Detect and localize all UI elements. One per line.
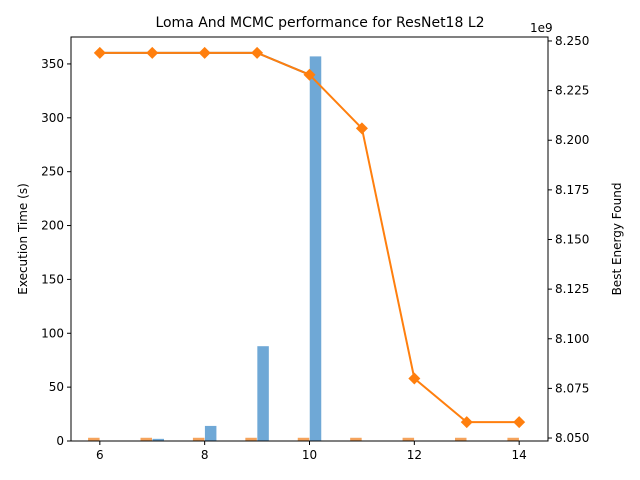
chart-title: Loma And MCMC performance for ResNet18 L… [155, 15, 484, 31]
y-left-tick-label: 300 [41, 111, 64, 125]
left-y-axis: 0 50 100 150 200 250 300 350 [41, 57, 71, 448]
bar-orange-6 [88, 437, 100, 441]
bar-orange-8 [192, 437, 205, 441]
bar-orange-10 [297, 437, 310, 441]
y-right-tick-label: 8.125 [555, 282, 589, 296]
bar-blue-10 [309, 56, 322, 441]
x-tick-label: 12 [407, 448, 422, 462]
y-right-tick-label: 8.100 [555, 332, 589, 346]
y-left-tick-label: 50 [49, 380, 64, 394]
bar-blue-7 [152, 438, 164, 441]
bar-orange-7 [140, 437, 152, 441]
y-right-tick-label: 8.175 [555, 183, 589, 197]
point-orange-10 [303, 68, 316, 81]
line-orange-path [99, 51, 520, 424]
point-orange-11 [355, 122, 368, 135]
y-left-tick-label: 150 [41, 272, 64, 286]
y-right-tick-label: 8.250 [555, 34, 589, 48]
bar-blue-8 [204, 425, 217, 441]
left-y-axis-label: Execution Time (s) [16, 183, 30, 295]
right-y-axis: 8.050 8.075 8.100 8.125 8.150 8.175 8.200 8.225… [548, 34, 589, 445]
y-left-tick-label: 0 [56, 434, 64, 448]
point-orange-14 [513, 416, 526, 429]
bar-blue-9 [257, 346, 269, 441]
y-left-tick-label: 100 [41, 326, 64, 340]
point-orange-6 [93, 46, 106, 59]
right-axis-offset-label: 1e9 [530, 21, 553, 35]
plot-frame [70, 36, 549, 442]
y-left-tick-label: 200 [41, 219, 64, 233]
bar-orange-14 [507, 437, 519, 441]
x-tick-label: 6 [96, 448, 104, 462]
x-axis: 6 8 10 12 14 [96, 441, 527, 462]
point-orange-7 [146, 46, 159, 59]
y-right-tick-label: 8.075 [555, 381, 589, 395]
x-tick-label: 8 [201, 448, 209, 462]
y-right-tick-label: 8.150 [555, 232, 589, 246]
point-orange-9 [251, 46, 264, 59]
bar-orange-9 [245, 437, 257, 441]
line-orange-series [93, 46, 526, 429]
point-orange-8 [198, 46, 211, 59]
y-left-tick-label: 250 [41, 165, 64, 179]
y-left-tick-label: 350 [41, 57, 64, 71]
bars-orange-series [88, 437, 519, 441]
x-tick-label: 14 [512, 448, 527, 462]
bar-orange-12 [402, 437, 415, 441]
bars-blue-series [152, 56, 322, 441]
y-right-tick-label: 8.050 [555, 431, 589, 445]
bar-orange-11 [350, 437, 362, 441]
point-orange-12 [408, 372, 421, 385]
right-y-axis-label: Best Energy Found [610, 183, 624, 296]
bar-orange-13 [455, 437, 467, 441]
point-orange-13 [460, 416, 473, 429]
x-tick-label: 10 [302, 448, 317, 462]
y-right-tick-label: 8.200 [555, 133, 589, 147]
y-right-tick-label: 8.225 [555, 84, 589, 98]
